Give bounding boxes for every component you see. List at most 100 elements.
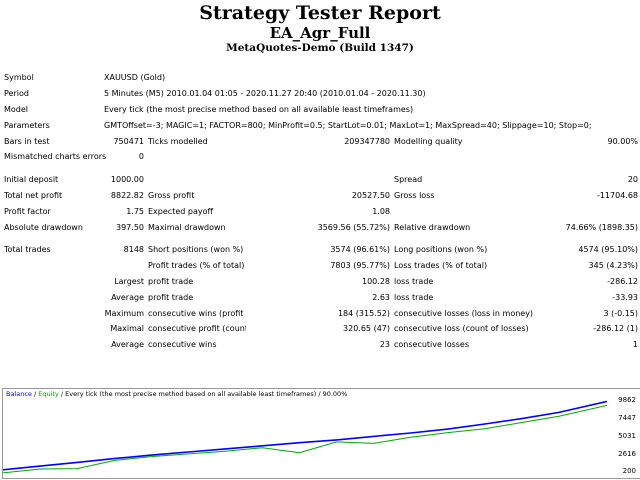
- pf-value: 1.75: [126, 206, 144, 216]
- legend-desc: / Every tick (the most precise method ba…: [58, 390, 348, 398]
- row-maximum: Maximum consecutive wins (profit in mone…: [2, 305, 640, 321]
- row-mismatch: Mismatched charts errors 0: [2, 149, 640, 165]
- period-label: Period: [4, 89, 29, 99]
- spread-label: Spread: [394, 175, 423, 185]
- params-label: Parameters: [4, 120, 50, 130]
- ep-label: Expected payoff: [148, 206, 213, 216]
- max-cl-value: 3 (-0.15): [603, 308, 639, 318]
- legend-sep: /: [31, 390, 39, 398]
- row-symbol: Symbol XAUUSD (Gold): [2, 70, 640, 86]
- gross-loss-label: Gross loss: [394, 190, 435, 200]
- expert-name: EA_Agr_Full: [269, 24, 371, 42]
- largest-lt-label: loss trade: [394, 276, 434, 286]
- maximum-label: Maximum: [104, 308, 144, 318]
- max-cw-value: 184 (315.52): [337, 308, 390, 318]
- mx-cl-value: -286.12 (1): [593, 324, 639, 334]
- avg-cw-value: 23: [379, 340, 390, 350]
- ep-value: 1.08: [372, 206, 390, 216]
- equity-line: [3, 404, 607, 474]
- average-label: Average: [111, 292, 144, 302]
- model-label: Model: [4, 104, 29, 114]
- largest-lt-value: -286.12: [607, 276, 639, 286]
- ticks-value: 209347780: [344, 136, 390, 146]
- avg-cw-label: consecutive wins: [148, 340, 217, 350]
- row-profit-factor: Profit factor 1.75 Expected payoff 1.08: [2, 203, 640, 219]
- rel-dd-label: Relative drawdown: [394, 222, 471, 232]
- legend-balance: Balance: [6, 390, 32, 398]
- report-table: Symbol XAUUSD (Gold) Period 5 Minutes (M…: [2, 70, 640, 353]
- max-cw-label: consecutive wins (profit in money): [148, 308, 246, 318]
- y-tick-label: 2616: [618, 450, 636, 458]
- y-tick-label: 9862: [618, 396, 636, 404]
- gross-profit-value: 20527.50: [351, 190, 390, 200]
- avg-lt-value: -33.93: [612, 292, 639, 302]
- report-title: Strategy Tester Report: [199, 2, 441, 24]
- row-average: Average profit trade 2.63 loss trade -33…: [2, 289, 640, 305]
- deposit-value: 1000.00: [110, 175, 144, 185]
- net-label: Total net profit: [4, 190, 63, 200]
- row-average-consecutive: Average consecutive wins 23 consecutive …: [2, 337, 640, 353]
- avg-lt-label: loss trade: [394, 292, 434, 302]
- row-period: Period 5 Minutes (M5) 2010.01.04 01:05 -…: [2, 86, 640, 102]
- avg-cl-label: consecutive losses: [394, 340, 470, 350]
- bars-value: 750471: [113, 136, 144, 146]
- avg-pt-value: 2.63: [372, 292, 390, 302]
- bars-label: Bars in test: [4, 136, 50, 146]
- trades-label: Total trades: [4, 245, 51, 255]
- y-tick-label: 5031: [618, 432, 636, 440]
- largest-pt-value: 100.28: [362, 276, 390, 286]
- symbol-label: Symbol: [4, 73, 34, 83]
- mx-cl-label: consecutive loss (count of losses): [394, 324, 529, 334]
- row-bars: Bars in test 750471 Ticks modelled 20934…: [2, 133, 640, 149]
- row-total-trades: Total trades 8148 Short positions (won %…: [2, 242, 640, 258]
- params-value: GMTOffset=-3; MAGIC=1; FACTOR=800; MinPr…: [104, 120, 592, 130]
- long-label: Long positions (won %): [394, 245, 488, 255]
- max-dd-value: 3569.56 (55.72%): [317, 222, 390, 232]
- pt-label: Profit trades (% of total): [148, 261, 245, 271]
- row-maximal: Maximal consecutive profit (count of win…: [2, 321, 640, 337]
- maximal-label: Maximal: [110, 324, 144, 334]
- chart-plot: [3, 400, 607, 474]
- gross-profit-label: Gross profit: [148, 190, 195, 200]
- spread-value: 20: [627, 175, 639, 185]
- lt-value: 345 (4.23%): [588, 261, 639, 271]
- max-cl-label: consecutive losses (loss in money): [394, 308, 534, 318]
- symbol-value: XAUUSD (Gold): [104, 73, 166, 83]
- row-parameters: Parameters GMTOffset=-3; MAGIC=1; FACTOR…: [2, 117, 640, 133]
- long-value: 4574 (95.10%): [578, 245, 639, 255]
- mismatch-label: Mismatched charts errors 0: [4, 152, 144, 162]
- net-value: 8822.82: [110, 190, 144, 200]
- abs-dd-label: Absolute drawdown: [4, 222, 83, 232]
- row-largest: Largest profit trade 100.28 loss trade -…: [2, 274, 640, 290]
- period-value: 5 Minutes (M5) 2010.01.04 01:05 - 2020.1…: [104, 89, 426, 99]
- model-value: Every tick (the most precise method base…: [104, 104, 414, 114]
- average2-label: Average: [111, 340, 144, 350]
- abs-dd-value: 397.50: [116, 222, 144, 232]
- rel-dd-value: 74.66% (1898.35): [565, 222, 639, 232]
- balance-equity-chart: Balance / Equity / Every tick (the most …: [2, 388, 640, 479]
- row-model: Model Every tick (the most precise metho…: [2, 102, 640, 118]
- gross-loss-value: -11704.68: [596, 190, 639, 200]
- mx-cp-value: 320.65 (47): [343, 324, 390, 334]
- row-deposit: Initial deposit 1000.00 Spread 20: [2, 172, 640, 188]
- largest-pt-label: profit trade: [148, 276, 194, 286]
- trades-value: 8148: [123, 245, 144, 255]
- mx-cp-label: consecutive profit (count of wins): [148, 324, 246, 334]
- y-tick-label: 200: [622, 467, 636, 475]
- row-drawdown: Absolute drawdown 397.50 Maximal drawdow…: [2, 219, 640, 235]
- quality-value: 90.00%: [607, 136, 639, 146]
- row-net-profit: Total net profit 8822.82 Gross profit 20…: [2, 188, 640, 204]
- legend-equity: Equity: [38, 390, 59, 398]
- largest-label: Largest: [114, 276, 144, 286]
- quality-label: Modelling quality: [394, 136, 463, 146]
- short-value: 3574 (96.61%): [330, 245, 390, 255]
- pt-value: 7803 (95.77%): [330, 261, 390, 271]
- server-build: MetaQuotes-Demo (Build 1347): [226, 42, 414, 54]
- avg-pt-label: profit trade: [148, 292, 194, 302]
- y-tick-label: 7447: [618, 414, 636, 422]
- row-profit-trades: Profit trades (% of total) 7803 (95.77%)…: [2, 258, 640, 274]
- max-dd-label: Maximal drawdown: [148, 222, 226, 232]
- pf-label: Profit factor: [4, 206, 51, 216]
- ticks-label: Ticks modelled: [148, 136, 208, 146]
- deposit-label: Initial deposit: [4, 175, 59, 185]
